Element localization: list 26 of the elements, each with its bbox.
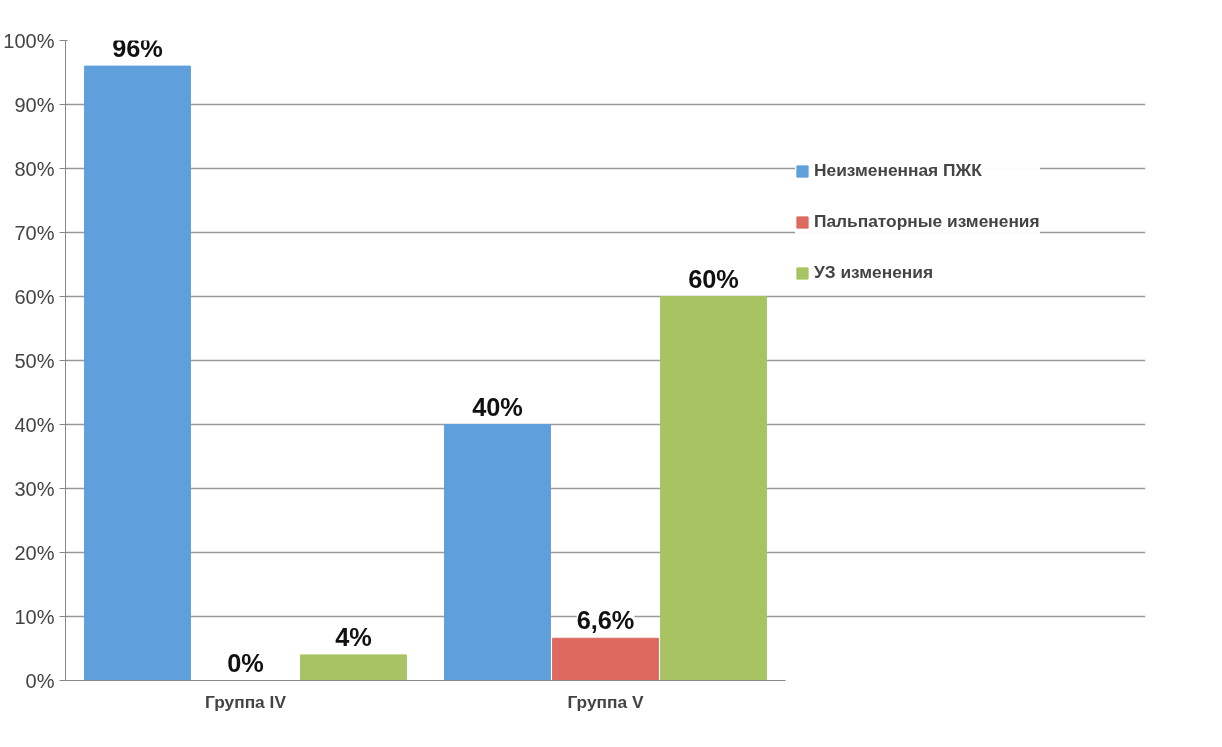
legend-label: Неизмененная ПЖК bbox=[814, 160, 982, 182]
y-tick-label: 100% bbox=[3, 29, 55, 52]
data-label: 40% bbox=[472, 392, 523, 421]
bar bbox=[660, 296, 767, 681]
y-tick-label: 40% bbox=[14, 413, 55, 436]
bar bbox=[444, 424, 551, 681]
bar bbox=[300, 654, 407, 681]
y-tick-label: 80% bbox=[14, 157, 55, 180]
data-label: 4% bbox=[335, 622, 372, 651]
y-tick-label: 90% bbox=[14, 93, 55, 116]
x-tick-label: Группа V bbox=[567, 691, 644, 712]
x-tick-label: Группа IV bbox=[205, 691, 287, 712]
y-tick-label: 60% bbox=[14, 285, 55, 308]
legend-label: Пальпаторные изменения bbox=[814, 211, 1040, 233]
y-tick-label: 70% bbox=[14, 221, 55, 244]
data-label: 0% bbox=[227, 648, 264, 677]
data-label: 60% bbox=[688, 264, 739, 293]
y-tick-label: 50% bbox=[14, 349, 55, 372]
bar bbox=[84, 65, 191, 681]
y-tick-label: 0% bbox=[25, 669, 55, 692]
y-tick-label: 20% bbox=[14, 541, 55, 564]
y-tick-label: 30% bbox=[14, 477, 55, 500]
data-label: 6,6% bbox=[576, 606, 635, 635]
y-tick-label: 10% bbox=[14, 605, 55, 628]
legend-label: УЗ изменения bbox=[814, 262, 934, 284]
bar bbox=[552, 637, 659, 681]
